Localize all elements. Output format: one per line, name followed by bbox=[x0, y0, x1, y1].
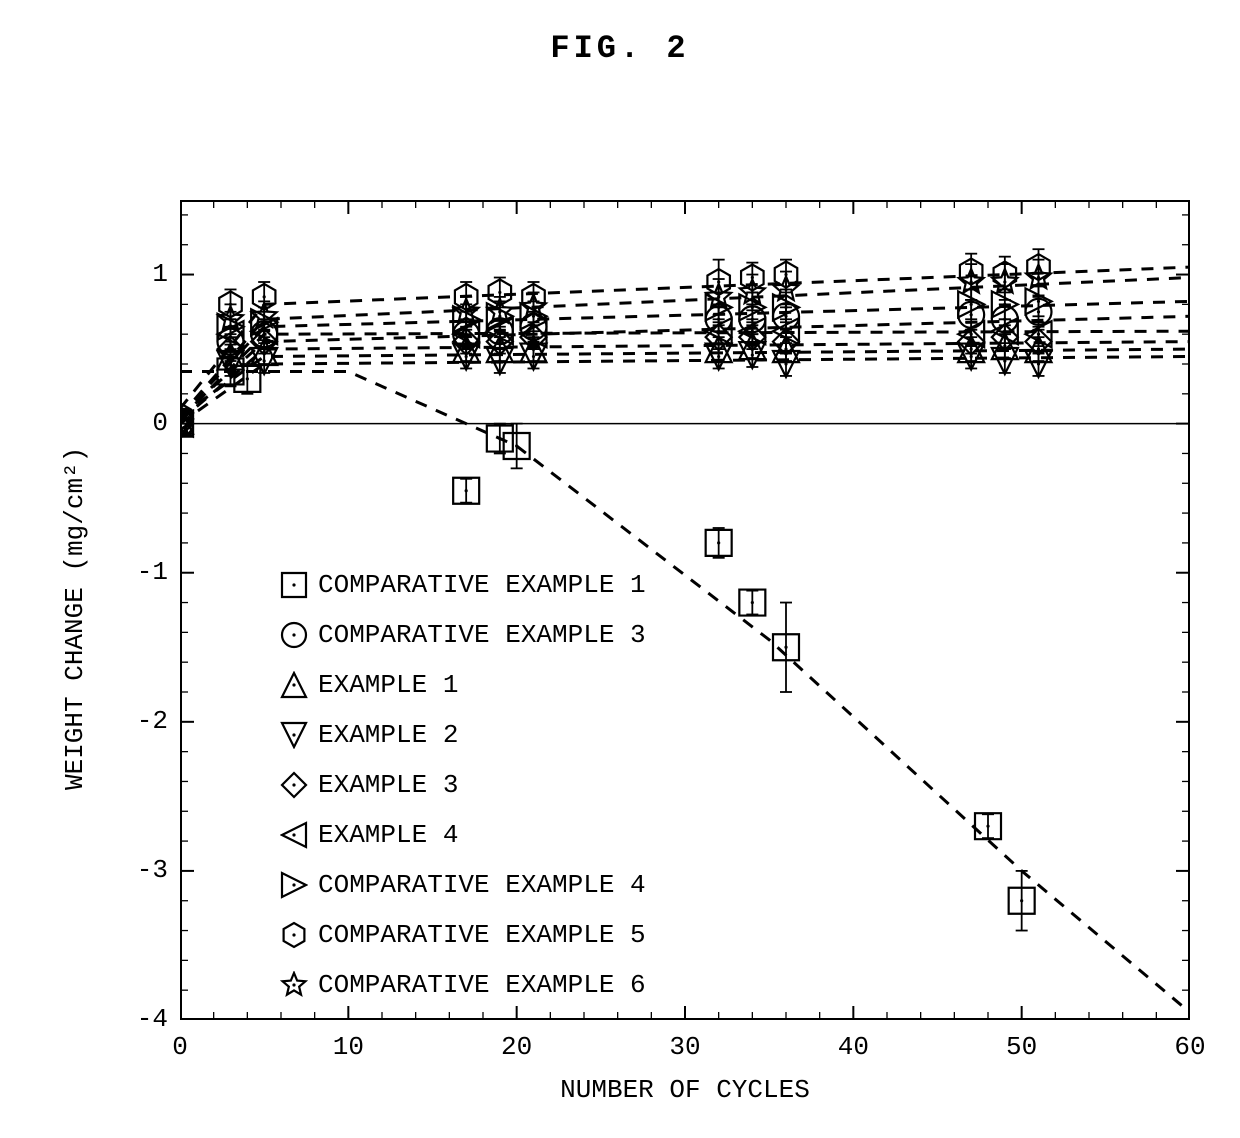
triangle-left-icon bbox=[280, 821, 308, 849]
triangle-up-icon bbox=[280, 671, 308, 699]
square-icon bbox=[280, 571, 308, 599]
legend-item: EXAMPLE 3 bbox=[280, 770, 458, 800]
triangle-right-icon bbox=[280, 871, 308, 899]
legend-label: COMPARATIVE EXAMPLE 6 bbox=[318, 970, 646, 1000]
triangle-down-icon bbox=[280, 721, 308, 749]
legend-label: EXAMPLE 3 bbox=[318, 770, 458, 800]
legend-label: EXAMPLE 2 bbox=[318, 720, 458, 750]
x-tick-label: 20 bbox=[497, 1032, 537, 1062]
x-tick-label: 50 bbox=[1002, 1032, 1042, 1062]
legend-item: EXAMPLE 4 bbox=[280, 820, 458, 850]
figure-title: FIG. 2 bbox=[0, 30, 1240, 67]
figure-container: FIG. 2 WEIGHT CHANGE (mg/cm²) NUMBER OF … bbox=[0, 0, 1240, 1138]
legend-item: EXAMPLE 2 bbox=[280, 720, 458, 750]
y-axis-label: WEIGHT CHANGE (mg/cm²) bbox=[60, 447, 90, 790]
series-comp_ex_6 bbox=[180, 260, 1051, 435]
star-icon bbox=[280, 971, 308, 999]
x-axis-label: NUMBER OF CYCLES bbox=[180, 1075, 1190, 1105]
y-tick-label: -1 bbox=[137, 557, 168, 587]
hexagon-icon bbox=[280, 921, 308, 949]
legend-item: COMPARATIVE EXAMPLE 6 bbox=[280, 970, 646, 1000]
legend-label: COMPARATIVE EXAMPLE 4 bbox=[318, 870, 646, 900]
x-tick-label: 0 bbox=[160, 1032, 200, 1062]
legend-item: EXAMPLE 1 bbox=[280, 670, 458, 700]
x-tick-label: 10 bbox=[328, 1032, 368, 1062]
y-tick-label: -3 bbox=[137, 855, 168, 885]
legend-label: COMPARATIVE EXAMPLE 5 bbox=[318, 920, 646, 950]
x-tick-label: 30 bbox=[665, 1032, 705, 1062]
legend-item: COMPARATIVE EXAMPLE 1 bbox=[280, 570, 646, 600]
legend-item: COMPARATIVE EXAMPLE 5 bbox=[280, 920, 646, 950]
y-tick-label: 0 bbox=[152, 408, 168, 438]
series-ex_2 bbox=[180, 342, 1052, 440]
y-tick-label: 1 bbox=[152, 259, 168, 289]
x-tick-label: 60 bbox=[1170, 1032, 1210, 1062]
legend-item: COMPARATIVE EXAMPLE 4 bbox=[280, 870, 646, 900]
legend-label: COMPARATIVE EXAMPLE 1 bbox=[318, 570, 646, 600]
x-tick-label: 40 bbox=[833, 1032, 873, 1062]
legend-item: COMPARATIVE EXAMPLE 3 bbox=[280, 620, 646, 650]
y-tick-label: -4 bbox=[137, 1004, 168, 1034]
circle-icon bbox=[280, 621, 308, 649]
series-ex_4 bbox=[180, 318, 1052, 436]
legend-label: EXAMPLE 1 bbox=[318, 670, 458, 700]
legend-label: EXAMPLE 4 bbox=[318, 820, 458, 850]
diamond-icon bbox=[280, 771, 308, 799]
series-comp_ex_3 bbox=[180, 297, 1052, 437]
y-tick-label: -2 bbox=[137, 706, 168, 736]
legend-label: COMPARATIVE EXAMPLE 3 bbox=[318, 620, 646, 650]
